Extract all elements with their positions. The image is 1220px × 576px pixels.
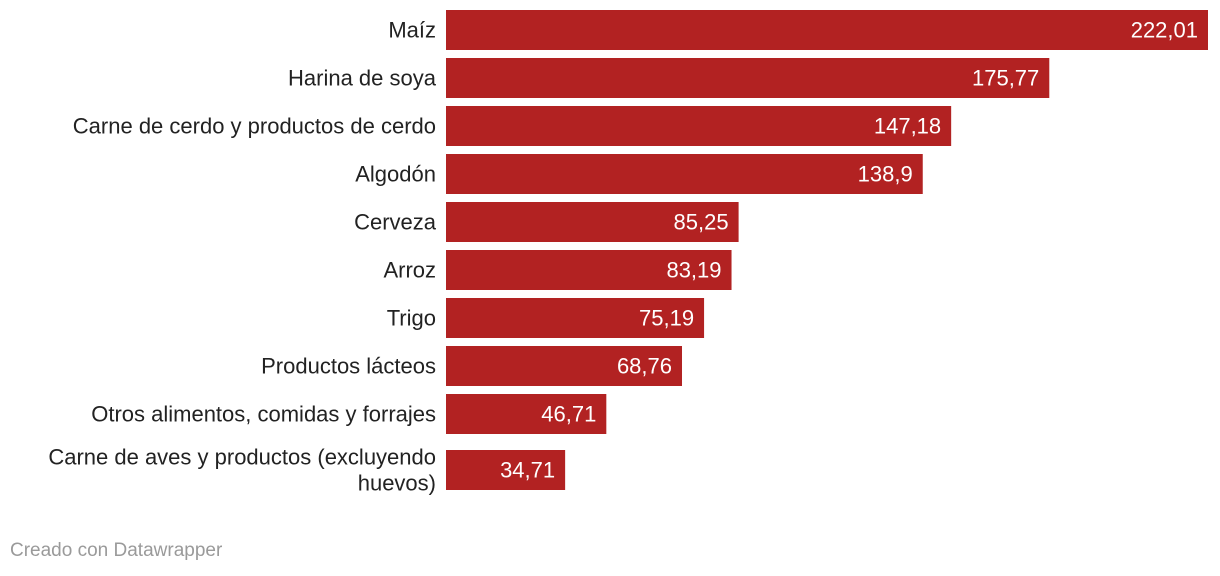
bar (446, 450, 566, 490)
bar-value-label: 222,01 (1131, 18, 1198, 43)
bar-value-label: 85,25 (674, 210, 729, 235)
bar-value-label: 46,71 (541, 402, 596, 427)
bar (446, 58, 1050, 98)
bar (446, 154, 923, 194)
category-label-line: huevos) (358, 471, 436, 496)
category-label: Arroz (383, 258, 436, 283)
category-label: Algodón (355, 162, 436, 187)
bar (446, 202, 739, 242)
labels-layer: 222,01 Maíz 175,77 Harina de soya 147,18 Carn… (48, 18, 1198, 496)
bar-value-label: 75,19 (639, 306, 694, 331)
bar-value-label: 147,18 (874, 114, 941, 139)
bar (446, 346, 683, 386)
category-label-line: Carne de aves y productos (excluyendo (48, 445, 436, 470)
category-label: Productos lácteos (261, 354, 436, 379)
category-label: Harina de soya (288, 66, 437, 91)
category-label: Trigo (387, 306, 436, 331)
bar (446, 298, 705, 338)
category-label: Carne de cerdo y productos de cerdo (73, 114, 436, 139)
bar (446, 10, 1208, 50)
bar-value-label: 83,19 (666, 258, 721, 283)
category-label: Carne de aves y productos (excluyendo hue… (48, 445, 436, 496)
bar (446, 250, 732, 290)
category-label: Cerveza (354, 210, 437, 235)
category-label: Otros alimentos, comidas y forrajes (91, 402, 436, 427)
bar-value-label: 34,71 (500, 458, 555, 483)
bar (446, 394, 607, 434)
category-label: Maíz (388, 18, 436, 43)
bar (446, 106, 952, 146)
datawrapper-credit: Creado con Datawrapper (10, 540, 223, 561)
bar-value-label: 68,76 (617, 354, 672, 379)
bar-value-label: 175,77 (972, 66, 1039, 91)
bar-value-label: 138,9 (858, 162, 913, 187)
bars-layer (446, 10, 1208, 490)
